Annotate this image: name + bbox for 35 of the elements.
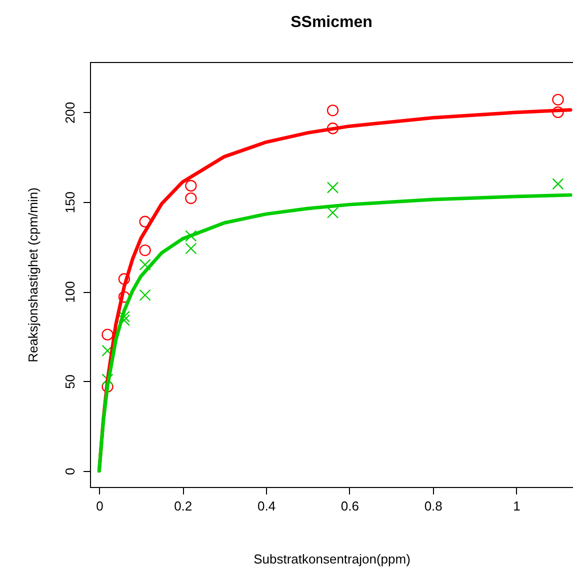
point bbox=[139, 244, 151, 256]
point bbox=[118, 314, 130, 326]
y-tick-label: 150 bbox=[62, 192, 78, 214]
x-tick-label: 0.8 bbox=[424, 498, 442, 514]
point bbox=[102, 328, 114, 340]
point bbox=[102, 374, 114, 386]
point bbox=[139, 289, 151, 301]
point bbox=[552, 178, 564, 190]
chart-title: SSmicmen bbox=[290, 14, 372, 31]
x-tick-label: 0.4 bbox=[257, 498, 276, 514]
point bbox=[139, 258, 151, 270]
x-tick-label: 1 bbox=[513, 498, 520, 514]
point bbox=[118, 310, 130, 322]
line-series bbox=[97, 193, 572, 473]
y-tick-label: 200 bbox=[62, 102, 78, 124]
point bbox=[326, 182, 339, 194]
point bbox=[139, 216, 151, 228]
x-axis-title: Substratkonsentrajon(ppm) bbox=[254, 552, 410, 566]
point bbox=[118, 273, 130, 285]
y-tick-label: 100 bbox=[62, 281, 78, 303]
point bbox=[185, 192, 197, 204]
point bbox=[326, 104, 339, 116]
y-tick-label: 50 bbox=[62, 374, 78, 389]
y-tick-label: 0 bbox=[62, 468, 78, 475]
y-axis-title: Reaksjonshastighet (cpm/min) bbox=[26, 188, 40, 362]
point bbox=[326, 206, 339, 218]
point bbox=[326, 122, 339, 134]
point bbox=[185, 230, 197, 242]
x-tick-label: 0 bbox=[96, 498, 104, 514]
point bbox=[552, 106, 564, 118]
point bbox=[185, 180, 197, 192]
point bbox=[185, 242, 197, 254]
point bbox=[552, 94, 564, 106]
x-tick-label: 0.2 bbox=[174, 498, 192, 514]
x-tick-label: 0.6 bbox=[340, 498, 359, 514]
